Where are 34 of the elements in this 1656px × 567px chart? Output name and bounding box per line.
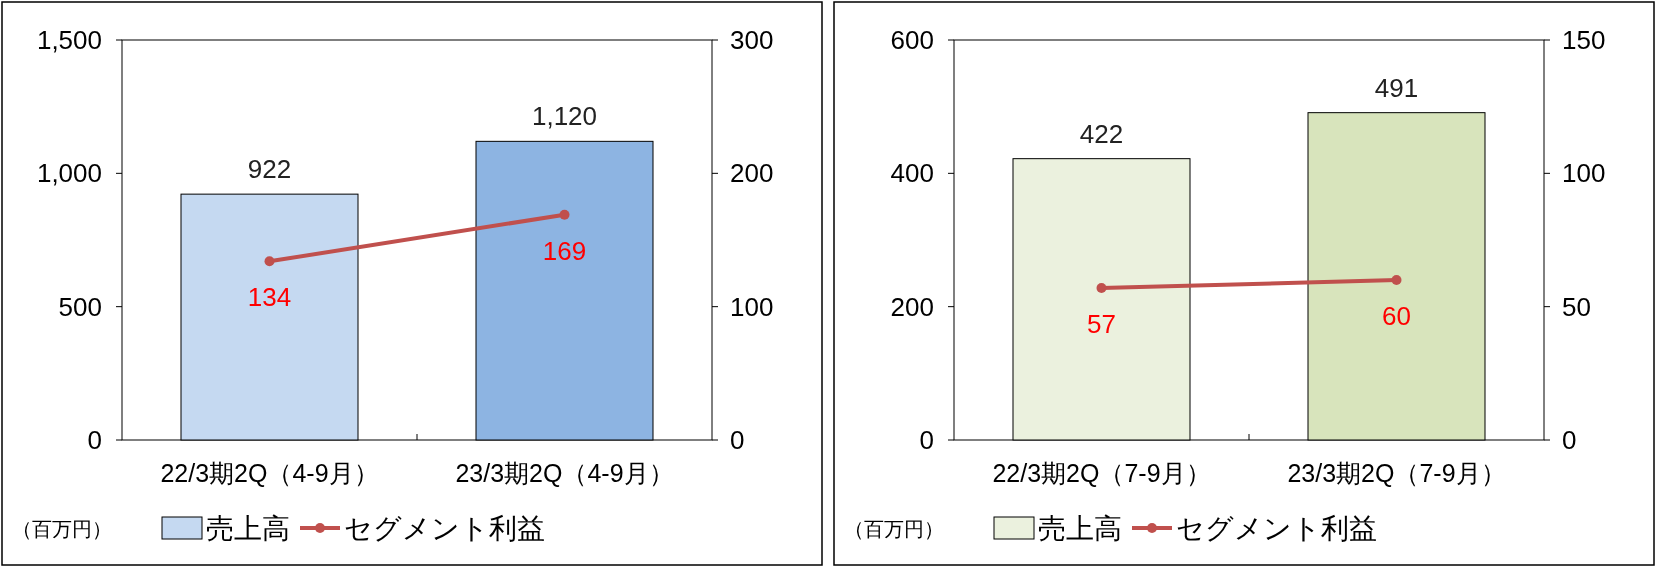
y-tick-label: 0 xyxy=(87,425,102,455)
data-label: 1,120 xyxy=(531,101,598,132)
data-label: 422 xyxy=(1079,118,1124,149)
y-tick-label: 0 xyxy=(919,425,934,455)
y2-tick-label: 0 xyxy=(730,425,745,455)
y2-tick-label: 200 xyxy=(730,158,774,189)
legend-label: セグメント利益 xyxy=(344,513,545,544)
y-tick-label: 1,500 xyxy=(36,25,102,55)
legend-label: 売上高 xyxy=(206,513,290,544)
y2-tick-label: 100 xyxy=(730,291,774,322)
y-tick-label: 600 xyxy=(890,25,934,55)
x-tick-label: 22/3期2Q（4-9月） xyxy=(160,459,379,487)
x-tick-label: 22/3期2Q（7-9月） xyxy=(992,459,1211,487)
y-tick-label: 400 xyxy=(890,158,934,189)
y2-tick-label: 50 xyxy=(1562,291,1591,322)
data-label: 57 xyxy=(1087,309,1116,339)
x-tick-label: 23/3期2Q（4-9月） xyxy=(455,459,674,487)
legend-label: セグメント利益 xyxy=(1176,513,1377,544)
legend-label: 売上高 xyxy=(1038,513,1122,544)
data-label: 134 xyxy=(247,282,292,313)
y-tick-label: 500 xyxy=(58,291,102,322)
data-label: 60 xyxy=(1382,301,1411,331)
data-label: 922 xyxy=(247,154,292,185)
y-tick-label: 1,000 xyxy=(36,158,102,189)
x-tick-label: 23/3期2Q（7-9月） xyxy=(1287,459,1506,487)
y2-tick-label: 100 xyxy=(1562,158,1606,189)
y2-tick-label: 0 xyxy=(1562,425,1577,455)
data-label: 169 xyxy=(542,235,587,266)
text: （百万円） xyxy=(12,518,112,540)
y2-tick-label: 300 xyxy=(730,25,774,55)
y2-tick-label: 150 xyxy=(1562,25,1606,55)
y-tick-label: 200 xyxy=(890,291,934,322)
text: （百万円） xyxy=(844,518,944,540)
data-label: 491 xyxy=(1374,72,1419,103)
